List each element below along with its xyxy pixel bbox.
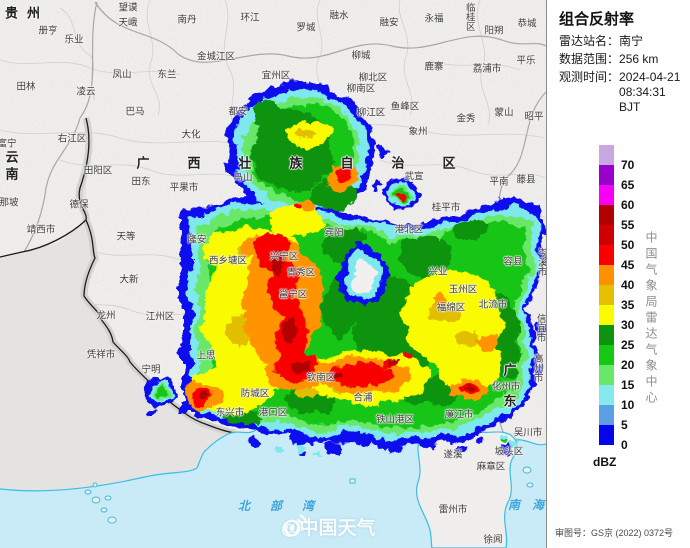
watermark-text: @中国天气 bbox=[281, 518, 376, 539]
map-approval-number: 审图号：GS京 (2022) 0372号 bbox=[555, 528, 674, 538]
legend-band bbox=[599, 325, 614, 345]
legend-tick: 20 bbox=[621, 358, 635, 372]
radar-echoes bbox=[144, 80, 546, 458]
legend-tick: 0 bbox=[621, 438, 628, 452]
legend-band bbox=[599, 265, 614, 285]
weibo-icon bbox=[283, 514, 307, 537]
legend-band bbox=[599, 185, 614, 205]
panel-field: 雷达站名： 南宁 bbox=[559, 34, 644, 48]
legend-tick: 45 bbox=[621, 258, 635, 272]
legend-unit-label: dBZ bbox=[593, 455, 617, 469]
legend-tick: 70 bbox=[621, 158, 635, 172]
legend-tick: 65 bbox=[621, 178, 635, 192]
product-title: 组合反射率 bbox=[559, 11, 635, 28]
panel-field: 观测时间： 2024-04-21 08:34:31 BJT bbox=[559, 70, 681, 114]
legend-tick: 10 bbox=[621, 398, 635, 412]
legend-tick: 60 bbox=[621, 198, 635, 212]
legend-band bbox=[599, 205, 614, 225]
legend-tick: 25 bbox=[621, 338, 635, 352]
legend-tick: 5 bbox=[621, 418, 628, 432]
legend-band bbox=[599, 405, 614, 425]
info-panel: 组合反射率 雷达站名： 南宁数据范围： 256 km 观测时间： 2024-04-21 … bbox=[546, 0, 690, 548]
legend-tick: 50 bbox=[621, 238, 635, 252]
legend-band bbox=[599, 145, 614, 165]
legend-band bbox=[599, 425, 614, 445]
vietnam-region bbox=[0, 115, 235, 491]
legend-tick: 30 bbox=[621, 318, 635, 332]
agency-vertical-label: 中国气象局雷达气象中心 bbox=[644, 231, 658, 407]
legend-band bbox=[599, 345, 614, 365]
radar-info-fields: 雷达站名： 南宁数据范围： 256 km 观测时间： 2024-04-21 08:34:… bbox=[559, 34, 687, 118]
panel-field: 数据范围： 256 km bbox=[559, 52, 659, 66]
legend-tick: 55 bbox=[621, 218, 635, 232]
legend-band bbox=[599, 245, 614, 265]
sea bbox=[0, 426, 546, 548]
legend-band bbox=[599, 165, 614, 185]
legend-band bbox=[599, 305, 614, 325]
radar-map: 贵州云南广西壮族自治区广东北部湾南海望谟册亨天峨南丹环江融水罗城融安永福临桂区阳… bbox=[0, 0, 546, 548]
watermark: @中国天气 bbox=[281, 513, 376, 540]
legend-band bbox=[599, 365, 614, 385]
legend-band bbox=[599, 225, 614, 245]
legend-tick: 40 bbox=[621, 278, 635, 292]
peninsula bbox=[416, 429, 518, 548]
islands bbox=[84, 466, 534, 524]
legend-band bbox=[599, 285, 614, 305]
radar-map-canvas bbox=[0, 0, 546, 548]
legend-tick: 15 bbox=[621, 378, 635, 392]
legend-tick: 35 bbox=[621, 298, 635, 312]
legend-band bbox=[599, 385, 614, 405]
international-border bbox=[0, 117, 236, 437]
